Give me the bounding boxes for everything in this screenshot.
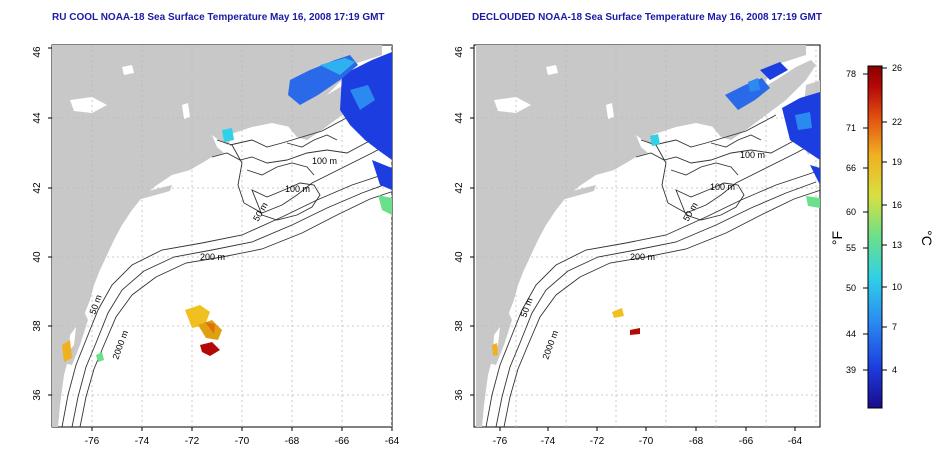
right-y-tick-labels: 36 38 40 42 44 46 [454,46,465,401]
fahrenheit-tick: 60 [846,207,856,217]
colorbar-celsius-ticks: 26 22 19 16 13 10 7 4 [892,63,902,375]
celsius-tick: 7 [892,322,897,332]
left-map-plot-area [52,45,392,427]
left-y-tick: 42 [32,182,43,194]
left-y-tick: 44 [32,112,43,124]
left-x-tick: -64 [385,436,400,447]
left-contour-label-100-b: 100 m [285,184,310,194]
colorbar-gradient [867,65,883,409]
left-y-tick-labels: 36 38 40 42 44 46 [32,46,43,401]
celsius-unit-label: °C [919,230,935,246]
right-contour-label-200: 200 m [630,252,655,262]
celsius-tick: 22 [892,117,902,127]
fahrenheit-tick: 66 [846,163,856,173]
celsius-tick: 4 [892,365,897,375]
right-x-tick: -74 [541,436,556,447]
right-y-tick: 38 [454,320,465,332]
fahrenheit-tick: 55 [846,243,856,253]
left-y-tick: 38 [32,320,43,332]
left-x-tick: -68 [285,436,300,447]
right-x-tick: -70 [639,436,654,447]
right-y-tick: 46 [454,46,465,58]
right-x-tick-labels: -76 -74 -72 -70 -68 -66 -64 [493,436,803,447]
celsius-tick: 13 [892,240,902,250]
left-contour-label-200: 200 m [200,252,225,262]
fahrenheit-tick: 44 [846,329,856,339]
fahrenheit-tick: 71 [846,123,856,133]
right-y-tick: 44 [454,112,465,124]
right-y-tick: 42 [454,182,465,194]
left-y-tick: 36 [32,389,43,401]
left-y-tick: 46 [32,46,43,58]
left-map: 100 m 100 m 50 m 200 m 50 m 2000 m -76 -… [32,44,400,447]
celsius-tick: 10 [892,282,902,292]
fahrenheit-tick: 78 [846,69,856,79]
right-sst-patches [492,62,820,356]
colorbar-fahrenheit-ticks: 78 71 66 60 55 50 44 39 [846,69,856,375]
left-contour-label-100-a: 100 m [312,156,337,166]
right-map-title: DECLOUDED NOAA-18 Sea Surface Temperatur… [472,12,822,23]
right-contour-label-100-a: 100 m [740,150,765,160]
fahrenheit-tick: 50 [846,283,856,293]
celsius-tick: 19 [892,157,902,167]
right-y-tick: 36 [454,389,465,401]
left-map-title: RU COOL NOAA-18 Sea Surface Temperature … [52,12,385,23]
right-contour-label-100-b: 100 m [710,182,735,192]
left-x-tick: -70 [235,436,250,447]
left-y-tick: 40 [32,251,43,263]
right-x-tick: -76 [493,436,508,447]
left-x-tick-labels: -76 -74 -72 -70 -68 -66 -64 [85,436,400,447]
right-x-tick: -68 [689,436,704,447]
right-map-plot-area [475,45,820,427]
celsius-tick: 16 [892,200,902,210]
fahrenheit-unit-label: °F [829,231,845,245]
fahrenheit-tick: 39 [846,365,856,375]
right-y-tick: 40 [454,251,465,263]
left-x-tick: -74 [135,436,150,447]
colorbar-tick-marks [863,67,887,371]
left-x-tick: -76 [85,436,100,447]
right-map: 100 m 100 m 50 m 200 m 50 m 2000 m -76 -… [454,44,821,447]
left-x-tick: -66 [335,436,350,447]
right-axis-ticks [470,47,796,431]
right-x-tick: -64 [788,436,803,447]
colorbar: 78 71 66 60 55 50 44 39 26 22 19 16 13 1… [829,63,935,409]
left-sst-patches [62,52,392,362]
celsius-tick: 26 [892,63,902,73]
right-x-tick: -72 [590,436,605,447]
right-x-tick: -66 [739,436,754,447]
left-x-tick: -72 [185,436,200,447]
left-axis-ticks [48,47,393,431]
